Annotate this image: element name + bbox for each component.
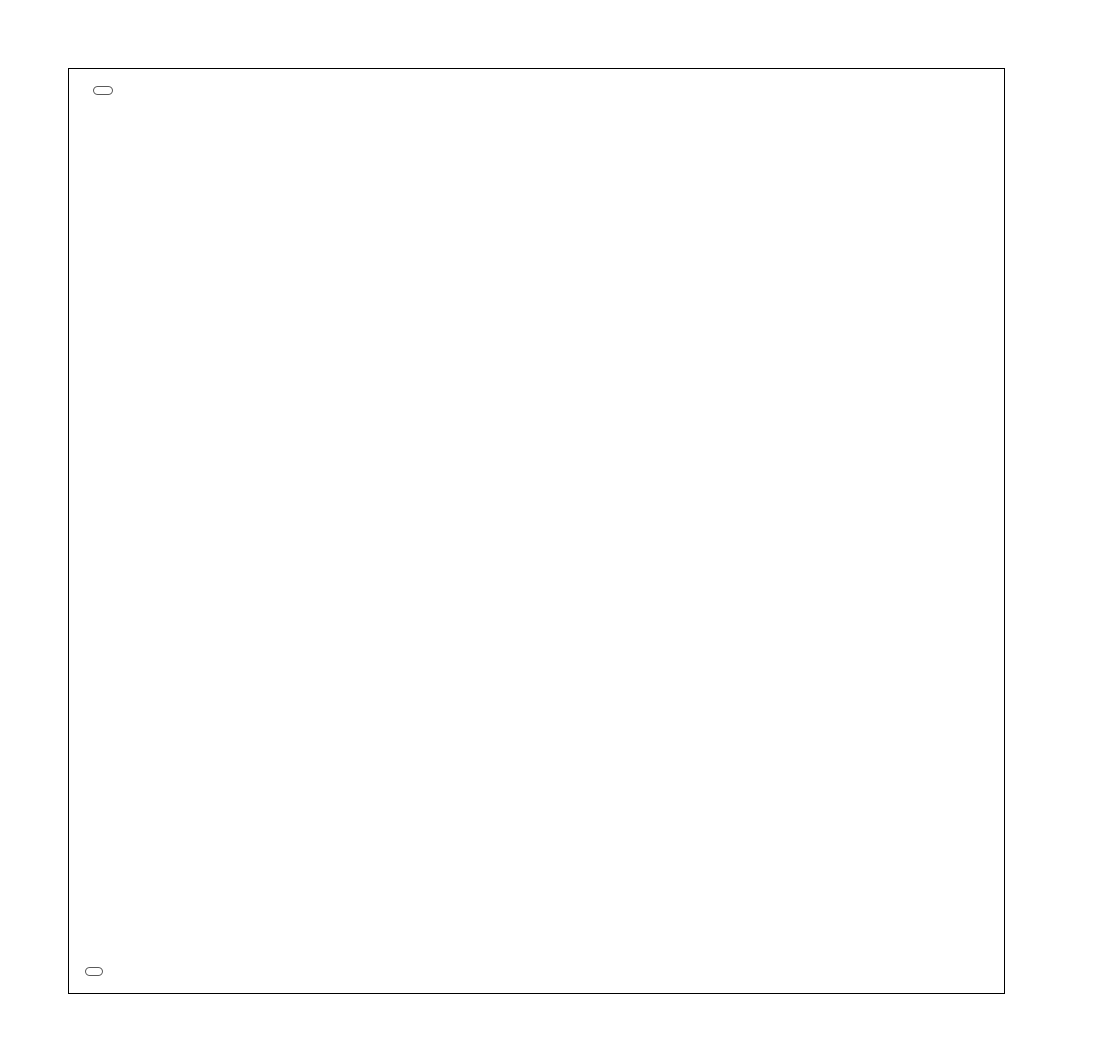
colorbar-ticks bbox=[1046, 306, 1086, 768]
longitude-axis bbox=[0, 1000, 1119, 1030]
wind-speed-map[interactable] bbox=[68, 68, 1005, 994]
map-canvas bbox=[69, 69, 1004, 993]
colorbar-gradient bbox=[1014, 306, 1046, 768]
colorbar[interactable] bbox=[1014, 306, 1046, 768]
latitude-axis bbox=[0, 0, 60, 1037]
max-wind-badge bbox=[93, 86, 113, 95]
contour-legend-caption bbox=[85, 967, 103, 976]
